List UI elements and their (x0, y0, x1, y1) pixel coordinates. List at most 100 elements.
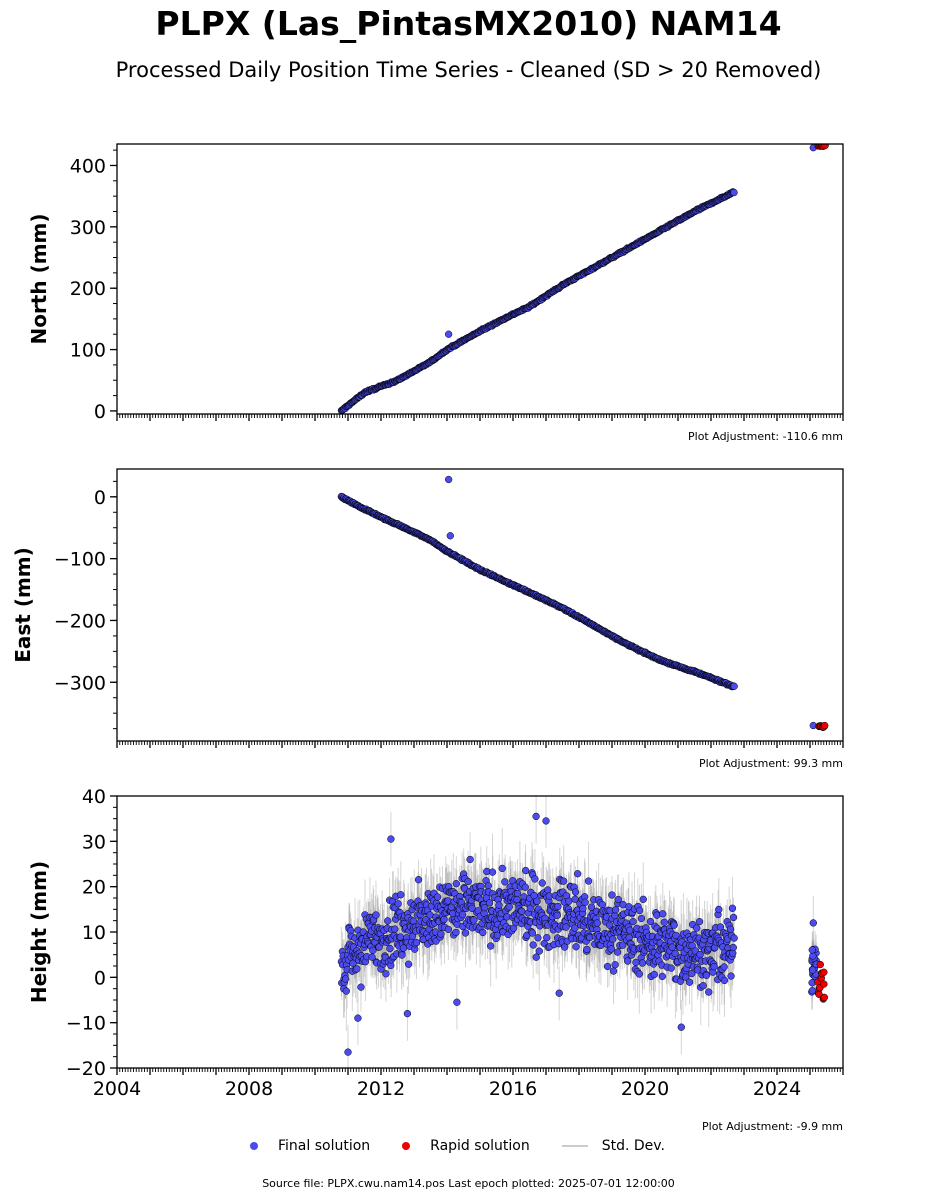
final-point (659, 910, 667, 918)
final-point (726, 925, 735, 933)
final-point (461, 929, 470, 937)
final-point (579, 904, 587, 913)
final-point (433, 893, 442, 901)
final-point (445, 475, 453, 484)
final-point (571, 924, 579, 932)
plot-area (337, 475, 829, 731)
final-point (444, 897, 452, 905)
final-point (637, 914, 646, 923)
final-point (611, 906, 620, 914)
final-point (479, 928, 487, 937)
y-tick-label: 0 (94, 487, 106, 509)
final-point (404, 960, 413, 968)
final-point (369, 946, 377, 954)
final-point (387, 835, 395, 843)
final-point (808, 987, 816, 995)
final-point (532, 812, 540, 821)
final-point (503, 913, 511, 921)
final-point (668, 943, 676, 951)
final-point (729, 913, 738, 922)
final-point (501, 878, 509, 886)
final-point (531, 875, 539, 883)
final-point (412, 938, 421, 947)
final-point (574, 870, 582, 878)
final-point (458, 910, 467, 919)
final-point (809, 966, 817, 974)
y-axis-label: East (mm) (11, 547, 35, 663)
final-point (682, 973, 690, 981)
final-point (603, 962, 612, 971)
final-point (397, 891, 405, 899)
plot-adjustment: Plot Adjustment: -110.6 mm (688, 430, 843, 443)
panel-1: 0 −100 −200 −300 East (mm) Plot Adjustment: 9… (11, 468, 844, 770)
y-tick-label: −20 (66, 1058, 106, 1080)
final-point (344, 1048, 352, 1056)
final-point (470, 916, 478, 924)
final-point (730, 682, 738, 690)
final-point (672, 931, 680, 940)
rapid-points (814, 144, 829, 150)
final-point (528, 929, 537, 937)
final-point (809, 919, 817, 927)
final-point (403, 1009, 412, 1018)
final-point (619, 941, 627, 949)
final-point (635, 970, 643, 978)
chart-subtitle: Processed Daily Position Time Series - C… (115, 58, 822, 82)
final-point (487, 942, 495, 950)
axes-frame (116, 468, 844, 742)
final-point (730, 188, 738, 197)
final-point (485, 899, 494, 907)
final-point (513, 889, 522, 898)
final-point (688, 969, 696, 978)
final-point (382, 970, 390, 978)
final-point (635, 906, 644, 915)
stddev-bars (340, 477, 814, 729)
final-point (571, 888, 580, 896)
y-tick-label: 20 (82, 877, 106, 899)
final-point (488, 868, 497, 876)
final-point (498, 864, 506, 873)
y-tick-label: 0 (94, 967, 106, 989)
final-point (394, 900, 402, 908)
final-point (526, 904, 534, 912)
final-point (562, 923, 570, 931)
final-point (466, 855, 474, 864)
final-point (505, 903, 513, 911)
y-tick-label: 200 (70, 278, 106, 300)
final-point (453, 998, 461, 1006)
rapid-point (816, 960, 824, 969)
final-points (337, 812, 820, 1056)
final-point (692, 924, 701, 932)
final-point (638, 959, 647, 967)
y-tick-label: 10 (82, 922, 106, 944)
final-point (452, 880, 460, 888)
final-point (372, 911, 380, 919)
final-points (337, 475, 817, 730)
final-point (632, 958, 640, 967)
final-point (341, 975, 350, 983)
final-point (720, 976, 729, 985)
y-tick-label: −100 (54, 549, 106, 571)
final-point (646, 917, 655, 926)
rapid-point (821, 144, 829, 150)
final-point (398, 951, 406, 959)
final-point (445, 330, 453, 338)
final-point (544, 886, 552, 894)
final-point (553, 911, 561, 919)
final-point (727, 972, 735, 980)
final-point (705, 988, 713, 996)
final-point (639, 895, 647, 903)
final-point (613, 948, 622, 956)
final-point (538, 879, 546, 887)
y-tick-label: −10 (66, 1013, 106, 1035)
rapid-point (821, 721, 829, 730)
final-point (384, 917, 392, 925)
final-point (452, 928, 460, 937)
final-point (730, 934, 738, 942)
final-point (572, 943, 580, 951)
final-point (555, 989, 563, 997)
rapid-point (820, 980, 828, 988)
final-point (583, 945, 591, 954)
final-point (414, 876, 423, 884)
